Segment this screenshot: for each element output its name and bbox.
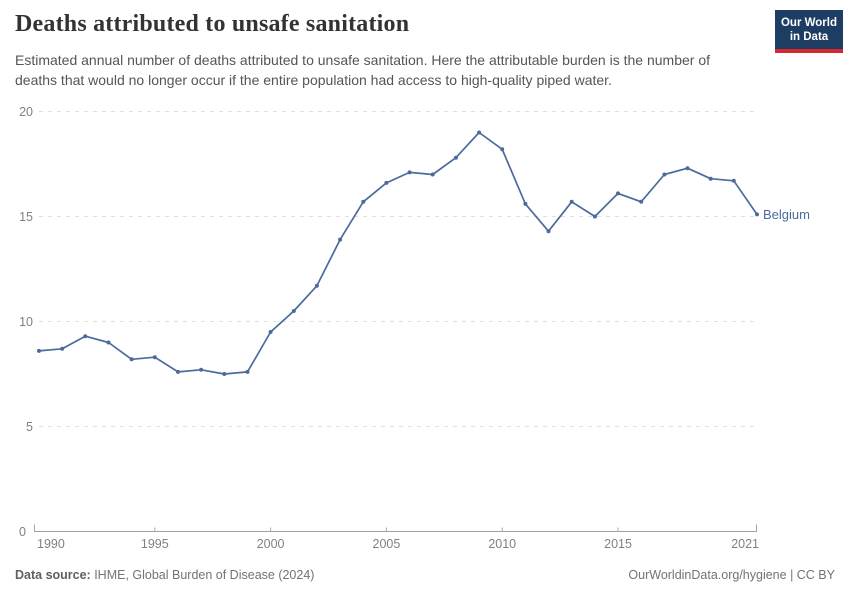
data-point-2002 [314,283,319,288]
x-tick-label-1995: 1995 [141,537,169,551]
data-point-1993 [106,340,111,345]
data-point-1997 [199,367,204,372]
data-point-2009 [477,130,482,135]
owid-logo-line1: Our World [780,17,837,29]
y-tick-label-10: 10 [19,315,33,329]
data-point-2001 [291,309,296,313]
belgium-series-line [38,131,758,375]
data-point-2003 [338,237,343,242]
data-point-2008 [453,155,458,160]
series-end-label: Belgium [763,207,810,222]
x-tick-label-2015: 2015 [604,537,632,551]
data-point-1990 [37,348,41,353]
data-point-2014 [592,214,597,219]
data-point-2015 [616,191,620,196]
owid-logo-line2: in Data [789,31,829,44]
y-tick-label-20: 20 [19,105,33,119]
data-point-2018 [685,166,690,171]
chart-subtitle: Estimated annual number of deaths attrib… [15,52,710,88]
data-point-2007 [430,172,435,177]
x-tick-label-2005: 2005 [373,537,401,551]
data-point-2011 [523,201,528,206]
data-source-label: Data source: [15,568,91,582]
data-point-2004 [361,199,366,204]
data-point-2005 [384,180,389,185]
x-tick-label-1990: 1990 [37,537,65,551]
data-source-value: IHME, Global Burden of Disease (2024) [90,568,315,582]
data-point-2019 [708,176,713,181]
y-tick-label-0: 0 [19,525,26,539]
data-point-1998 [222,372,227,376]
credit-link[interactable]: OurWorldinData.org/hygiene | CC BY [628,568,835,582]
data-source: Data source: IHME, Global Burden of Dise… [15,568,314,582]
data-point-2016 [639,199,644,204]
line-chart-canvas[interactable]: 0 5 10 15 20 1990 1995 2000 2005 2010 2015 2021 Belg… [0,95,850,570]
data-point-1991 [60,346,65,351]
data-point-2021 [755,212,759,217]
data-point-2012 [546,229,551,234]
data-point-2010 [500,147,505,152]
y-tick-label-15: 15 [19,210,33,224]
y-tick-label-5: 5 [26,420,33,434]
data-point-2017 [662,172,667,177]
data-point-1992 [83,334,88,339]
x-tick-label-2021: 2021 [731,537,759,551]
x-tick-label-2010: 2010 [488,537,516,551]
data-point-2020 [731,178,736,183]
chart-title: Deaths attributed to unsafe sanitation [15,11,410,37]
data-point-1994 [129,357,134,362]
x-tick-label-2000: 2000 [257,537,285,551]
data-point-2000 [268,330,273,334]
owid-logo[interactable]: Our World in Data [775,10,843,53]
data-point-2013 [569,199,574,204]
chart-footer: Data source: IHME, Global Burden of Dise… [15,568,835,582]
data-point-1996 [176,369,180,374]
data-point-1995 [152,355,157,360]
data-point-2006 [407,170,412,175]
data-point-1999 [245,369,250,374]
